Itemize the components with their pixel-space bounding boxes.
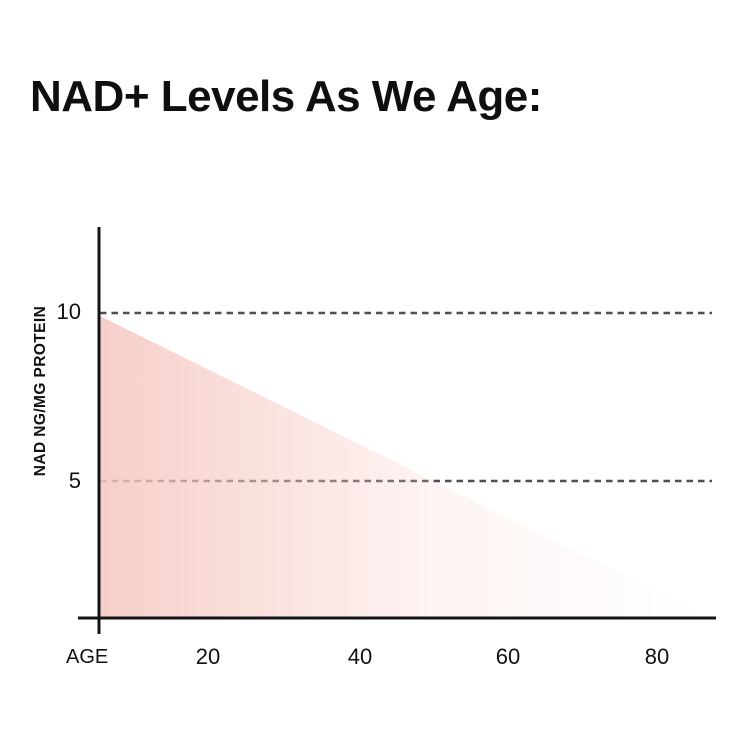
x-tick-20: 20 — [196, 644, 220, 669]
x-tick-80: 80 — [645, 644, 669, 669]
x-axis-label: AGE — [66, 646, 108, 668]
x-tick-40: 40 — [348, 644, 372, 669]
x-tick-60: 60 — [496, 644, 520, 669]
page-title: NAD+ Levels As We Age: — [30, 72, 542, 121]
y-tick-5: 5 — [69, 468, 81, 493]
y-axis-label: NAD NG/MG PROTEIN — [32, 306, 49, 476]
nad-area-fill — [100, 316, 707, 617]
y-tick-10: 10 — [57, 299, 81, 324]
